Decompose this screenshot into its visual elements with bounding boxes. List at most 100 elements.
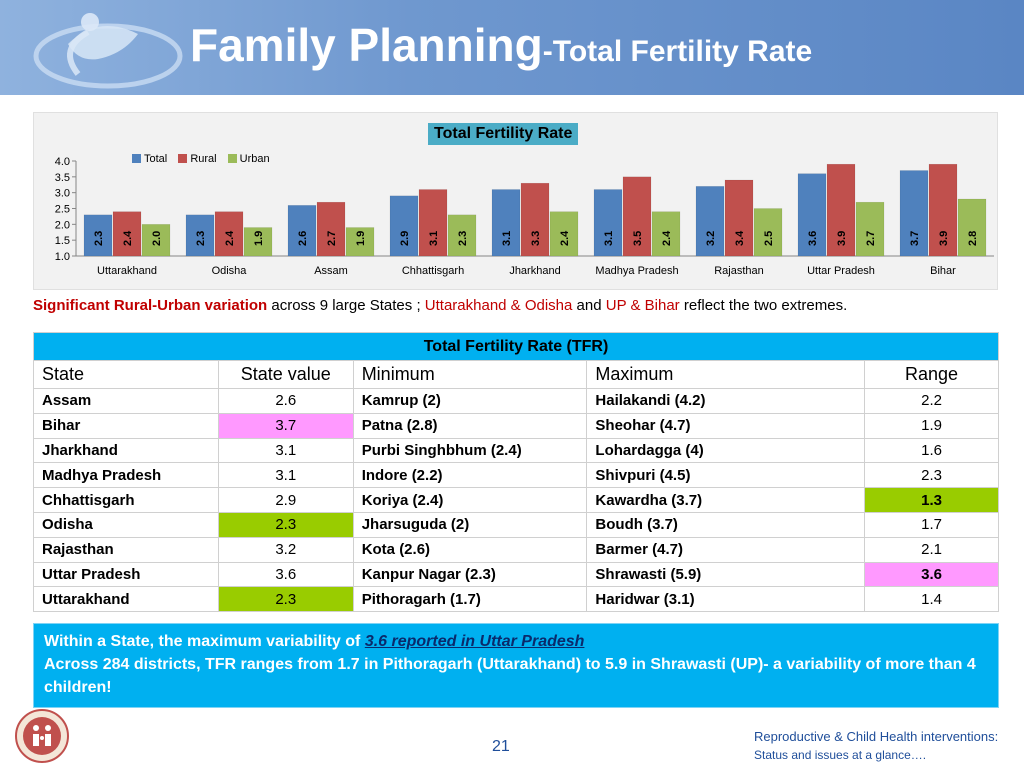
- chart-caption: Significant Rural-Urban variation across…: [33, 297, 1013, 314]
- bar-value-label: 2.3: [457, 231, 469, 246]
- table-row: Assam 2.6 Kamrup (2) Hailakandi (4.2) 2.…: [33, 388, 999, 414]
- legend-label-rural: Rural: [190, 153, 217, 165]
- tfr-chart-svg: 1.0 1.5 2.0 2.5 3.0 3.5 4.0 2.3 2.4 2.0 Uttarakhan…: [55, 156, 994, 277]
- cell-state: Uttarakhand: [33, 586, 219, 613]
- note-box: Within a State, the maximum variability …: [33, 623, 999, 708]
- bar-rural: [214, 211, 244, 257]
- bar-value-label: 3.1: [428, 231, 440, 246]
- table-row: Uttarakhand 2.3 Pithoragarh (1.7) Haridw…: [33, 586, 999, 613]
- cell-max: Boudh (3.7): [586, 511, 866, 538]
- bar-total: [83, 214, 113, 257]
- table-row: Jharkhand 3.1 Purbi Singhbhum (2.4) Loha…: [33, 437, 999, 464]
- x-tick-label: Jharkhand: [509, 265, 560, 277]
- y-tick-label: 4.0: [55, 156, 70, 168]
- legend-swatch-urban: [227, 154, 237, 163]
- header-banner: Family Planning-Total Fertility Rate: [0, 0, 1024, 95]
- bar-total: [287, 205, 317, 257]
- caption-highlight-3: UP & Bihar: [605, 297, 680, 314]
- mother-child-logo-icon: [33, 13, 183, 89]
- cell-state: Chhattisgarh: [33, 487, 219, 513]
- tfr-chart: 1.0 1.5 2.0 2.5 3.0 3.5 4.0 2.3 2.4 2.0 Uttarakhan…: [33, 112, 998, 290]
- cell-min: Kamrup (2): [352, 388, 588, 414]
- cell-min: Kota (2.6): [352, 536, 588, 563]
- bar-rural: [316, 201, 346, 257]
- bar-urban: [243, 227, 273, 257]
- bar-value-label: 2.9: [399, 231, 411, 246]
- bar-total: [491, 189, 521, 257]
- bar-value-label: 2.4: [559, 230, 571, 246]
- x-tick-label: Madhya Pradesh: [595, 265, 678, 277]
- y-tick-label: 2.0: [55, 219, 70, 231]
- chart-legend: Total Rural Urban: [132, 153, 278, 165]
- title-sub: -Total Fertility Rate: [542, 35, 813, 68]
- cell-min: Indore (2.2): [352, 462, 588, 489]
- bar-value-label: 3.9: [938, 231, 950, 246]
- page-title: Family Planning-Total Fertility Rate: [190, 18, 812, 72]
- bar-value-label: 3.1: [501, 231, 513, 246]
- bar-value-label: 2.4: [224, 230, 236, 246]
- y-tick-label: 1.5: [55, 235, 70, 247]
- cell-min: Koriya (2.4): [352, 487, 588, 513]
- legend-swatch-total: [132, 154, 141, 163]
- cell-state: Madhya Pradesh: [33, 462, 219, 489]
- cell-range: 1.7: [864, 511, 999, 538]
- bar-total: [899, 170, 929, 257]
- table-row: Madhya Pradesh 3.1 Indore (2.2) Shivpuri…: [33, 462, 999, 489]
- legend-item-rural: Rural: [178, 153, 217, 165]
- cell-state: Assam: [33, 388, 219, 414]
- x-tick-label: Chhattisgarh: [402, 265, 464, 277]
- cell-range: 2.1: [864, 536, 999, 563]
- bar-rural: [724, 179, 754, 257]
- caption-text-1: across 9 large States ;: [267, 297, 425, 314]
- column-header-minimum: Minimum: [352, 360, 588, 389]
- y-tick-label: 1.0: [55, 251, 70, 263]
- table-row: Uttar Pradesh 3.6 Kanpur Nagar (2.3) Shr…: [33, 561, 999, 588]
- bar-value-label: 3.3: [530, 231, 542, 246]
- bar-total: [593, 189, 623, 257]
- bar-value-label: 2.7: [865, 231, 877, 246]
- bar-total: [185, 214, 215, 257]
- cell-range: 1.6: [864, 437, 999, 464]
- y-tick-label: 3.5: [55, 172, 70, 184]
- bar-total: [695, 186, 725, 257]
- cell-range: 2.3: [864, 462, 999, 489]
- table-row: Chhattisgarh 2.9 Koriya (2.4) Kawardha (…: [33, 487, 999, 513]
- bar-urban: [549, 211, 579, 257]
- bar-value-label: 2.4: [122, 230, 134, 246]
- cell-max: Shrawasti (5.9): [586, 561, 866, 588]
- cell-min: Purbi Singhbhum (2.4): [352, 437, 588, 464]
- cell-range: 1.9: [864, 412, 999, 439]
- bar-urban: [753, 208, 783, 257]
- bar-urban: [957, 198, 987, 257]
- bar-value-label: 2.0: [151, 231, 163, 246]
- cell-value: 3.2: [217, 536, 354, 563]
- cell-range: 2.2: [864, 388, 999, 414]
- tfr-table: Total Fertility Rate (TFR) State State v…: [33, 332, 999, 613]
- bar-value-label: 1.9: [253, 231, 265, 246]
- bar-value-label: 2.7: [326, 231, 338, 246]
- footer-line-1: Reproductive & Child Health intervention…: [754, 729, 999, 744]
- bar-value-label: 2.4: [661, 230, 673, 246]
- table-header-row: State State value Minimum Maximum Range: [33, 360, 999, 389]
- bar-value-label: 2.3: [195, 231, 207, 246]
- note-line-1: Within a State, the maximum variability …: [44, 630, 988, 653]
- page-number: 21: [492, 738, 510, 755]
- bar-urban: [345, 227, 375, 257]
- cell-min: Kanpur Nagar (2.3): [352, 561, 588, 588]
- cell-state: Bihar: [33, 412, 219, 439]
- bar-total: [797, 173, 827, 257]
- legend-item-total: Total: [132, 153, 167, 165]
- cell-value: 3.7: [217, 412, 354, 439]
- cell-value: 2.6: [217, 388, 354, 414]
- cell-state: Odisha: [33, 511, 219, 538]
- cell-value: 2.9: [217, 487, 354, 513]
- legend-label-urban: Urban: [239, 153, 270, 165]
- ministry-emblem-icon: [15, 709, 69, 763]
- cell-max: Kawardha (3.7): [586, 487, 866, 513]
- column-header-state: State: [33, 360, 219, 389]
- chart-title: Total Fertility Rate: [428, 123, 579, 145]
- bar-rural: [520, 182, 550, 257]
- x-tick-label: Assam: [314, 265, 348, 277]
- column-header-maximum: Maximum: [586, 360, 866, 389]
- bar-value-label: 1.9: [355, 231, 367, 246]
